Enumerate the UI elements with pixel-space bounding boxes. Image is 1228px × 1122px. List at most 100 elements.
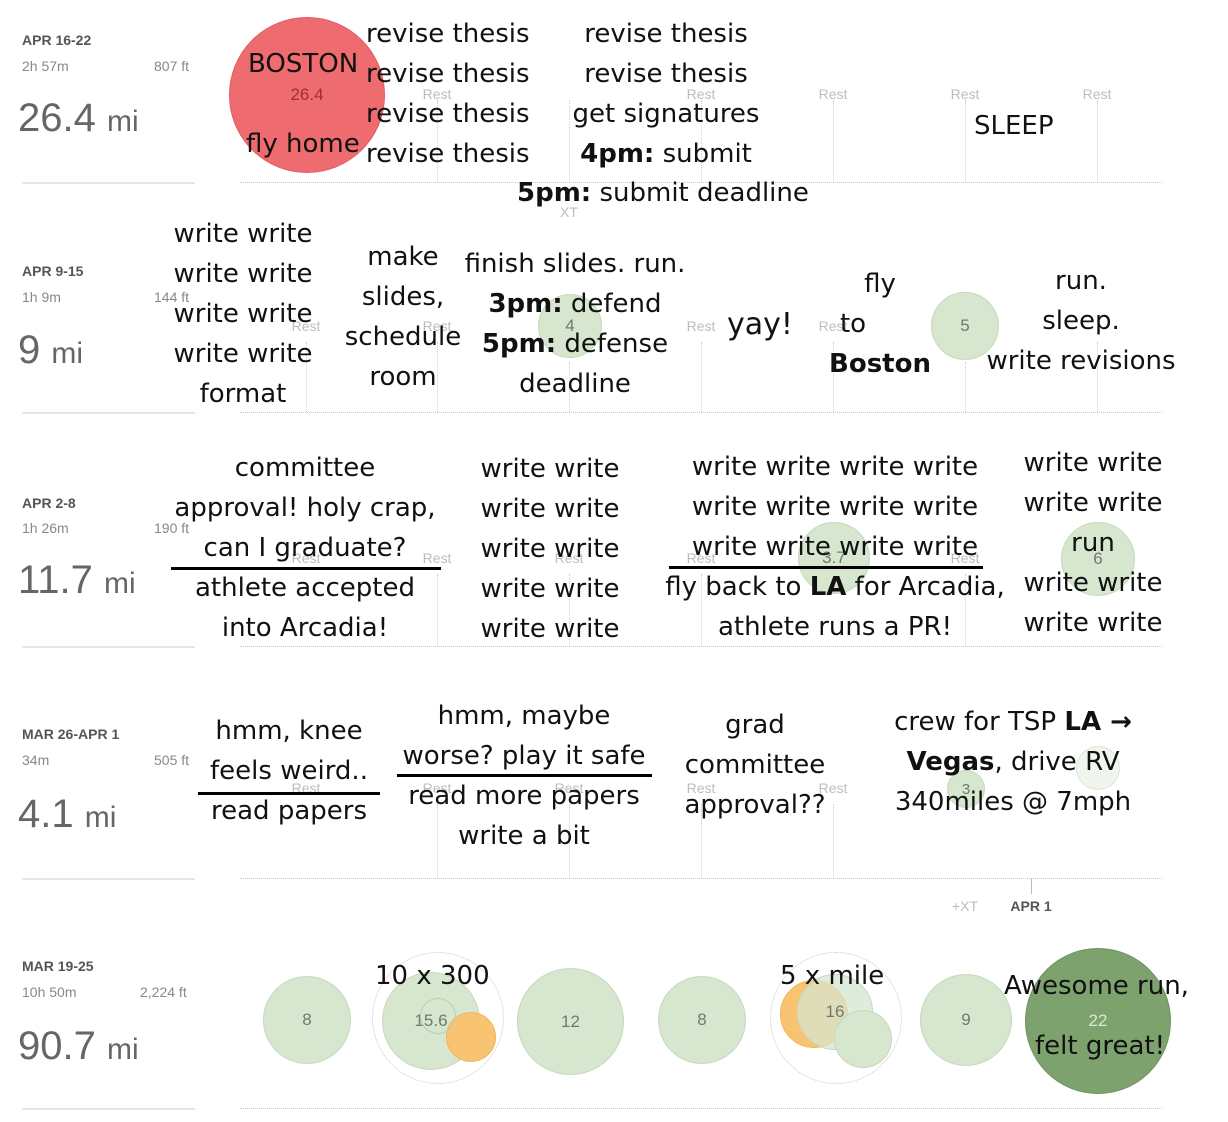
week-timeline <box>240 646 1162 647</box>
week-timeline <box>240 182 1162 183</box>
run-bubble-long[interactable]: 22 <box>1025 948 1171 1094</box>
rest-label: Rest <box>686 318 716 334</box>
run-bubble[interactable]: 3.7 <box>798 522 870 594</box>
run-bubble-faint[interactable] <box>1076 746 1120 790</box>
day-marker <box>1097 100 1098 182</box>
day-marker <box>833 100 834 182</box>
week-row-apr9: APR 9-15 1h 9m 144 ft 9 mi Rest Rest Res… <box>0 219 1228 462</box>
week-timeline <box>240 1108 1162 1109</box>
day-marker <box>569 100 570 182</box>
note-sleep: SLEEP <box>974 111 1054 141</box>
week-range: APR 16-22 <box>22 32 92 48</box>
day-marker <box>701 342 702 412</box>
day-marker <box>701 574 702 646</box>
day-marker <box>437 100 438 182</box>
week-time: 34m <box>22 752 50 768</box>
week-distance: 26.4 mi <box>18 96 139 140</box>
week-range: APR 2-8 <box>22 495 76 511</box>
run-bubble[interactable]: 9 <box>920 974 1012 1066</box>
date-marker: APR 1 <box>1010 898 1052 914</box>
rest-label: Rest <box>422 86 452 102</box>
day-marker <box>965 100 966 182</box>
week-elevation: 144 ft <box>154 289 190 305</box>
run-bubble[interactable]: 6 <box>1061 522 1135 596</box>
rest-label: Rest <box>950 550 980 566</box>
run-bubble-group[interactable] <box>770 952 902 1084</box>
day-marker <box>1097 342 1098 412</box>
week-time: 10h 50m <box>22 984 77 1000</box>
divider-line <box>669 566 983 569</box>
note-submit-deadline: 5pm: submit deadline <box>517 178 809 208</box>
run-bubble[interactable]: 12 <box>517 968 624 1075</box>
rest-label: Rest <box>554 780 584 796</box>
note-boston: BOSTON <box>248 49 359 79</box>
divider-line <box>198 792 380 795</box>
day-marker <box>1031 878 1032 894</box>
run-bubble-group[interactable] <box>372 952 504 1084</box>
week-distance: 11.7 mi <box>18 558 136 602</box>
rest-label: Rest <box>422 780 452 796</box>
week-timeline <box>240 412 1162 413</box>
day-marker <box>701 100 702 182</box>
note-felt-great: felt great! <box>1035 1031 1165 1061</box>
day-marker <box>965 362 966 412</box>
note-yay: yay! <box>727 307 793 342</box>
week-range: APR 9-15 <box>22 263 84 279</box>
day-marker <box>437 804 438 878</box>
week-distance: 9 mi <box>18 328 84 372</box>
rest-label: Rest <box>554 550 584 566</box>
day-marker <box>701 804 702 878</box>
week-range: MAR 19-25 <box>22 958 94 974</box>
rest-label: Rest <box>686 780 716 796</box>
run-bubble[interactable]: 5 <box>931 292 999 360</box>
week-distance: 4.1 mi <box>18 792 117 836</box>
divider-line <box>171 567 441 570</box>
rest-label: Rest <box>818 86 848 102</box>
week-separator <box>22 1108 195 1110</box>
week-separator <box>22 412 195 414</box>
week-time: 1h 26m <box>22 520 69 536</box>
week-separator <box>22 878 195 880</box>
xt-label: XT <box>560 204 578 220</box>
day-marker <box>437 574 438 646</box>
week-distance: 90.7 mi <box>18 1024 139 1068</box>
note-fly-home: fly home <box>246 129 360 159</box>
week-time: 2h 57m <box>22 58 69 74</box>
day-marker <box>306 342 307 412</box>
rest-label: Rest <box>686 86 716 102</box>
note-awesome-run: Awesome run, <box>1004 971 1189 1001</box>
divider-line <box>397 774 652 777</box>
rest-label: Rest <box>818 318 848 334</box>
run-bubble[interactable]: 8 <box>263 976 351 1064</box>
week-row-mar26: MAR 26-APR 1 34m 505 ft 4.1 mi Rest Rest… <box>0 696 1228 926</box>
run-bubble[interactable]: 4 <box>538 294 602 358</box>
week-separator <box>22 182 195 184</box>
day-marker <box>833 342 834 412</box>
rest-label: Rest <box>291 550 321 566</box>
week-time: 1h 9m <box>22 289 61 305</box>
rest-label: Rest <box>818 780 848 796</box>
day-marker <box>965 574 966 646</box>
week-elevation: 2,224 ft <box>140 984 187 1000</box>
run-bubble[interactable]: 3 <box>947 770 985 808</box>
interval-bubble-outline <box>420 998 456 1034</box>
run-bubble[interactable]: 8 <box>658 976 746 1064</box>
rest-label: Rest <box>291 318 321 334</box>
week-row-apr2: APR 2-8 1h 26m 190 ft 11.7 mi Rest Rest … <box>0 448 1228 694</box>
week-range: MAR 26-APR 1 <box>22 726 120 742</box>
week-timeline <box>240 878 1162 879</box>
week-elevation: 505 ft <box>154 752 190 768</box>
week-elevation: 190 ft <box>154 520 190 536</box>
rest-label: Rest <box>422 318 452 334</box>
interval-bubble-green <box>834 1010 892 1068</box>
rest-label: Rest <box>422 550 452 566</box>
xt-label: +XT <box>951 898 979 914</box>
rest-label: Rest <box>1082 86 1112 102</box>
day-marker <box>569 804 570 878</box>
day-marker <box>569 574 570 646</box>
day-marker <box>833 804 834 878</box>
rest-label: Rest <box>686 550 716 566</box>
day-marker <box>569 362 570 412</box>
rest-label: Rest <box>950 86 980 102</box>
run-bubble-boston[interactable]: 26.4 <box>229 17 385 173</box>
